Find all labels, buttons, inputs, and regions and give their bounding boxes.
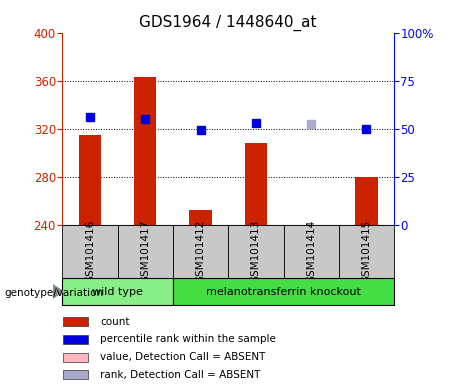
Bar [63,353,88,362]
Text: GSM101417: GSM101417 [140,220,150,283]
Text: melanotransferrin knockout: melanotransferrin knockout [206,287,361,297]
Bar [63,317,88,326]
Text: value, Detection Call = ABSENT: value, Detection Call = ABSENT [100,352,266,362]
Text: percentile rank within the sample: percentile rank within the sample [100,334,276,344]
Text: GSM101415: GSM101415 [361,220,372,283]
Text: count: count [100,317,130,327]
Bar [79,135,101,225]
FancyBboxPatch shape [284,225,339,278]
Text: GSM101414: GSM101414 [306,220,316,283]
Text: genotype/variation: genotype/variation [5,288,104,298]
FancyBboxPatch shape [339,225,394,278]
Bar [63,335,88,344]
FancyBboxPatch shape [173,225,228,278]
FancyBboxPatch shape [62,225,118,278]
Text: GSM101412: GSM101412 [195,220,206,283]
Text: rank, Detection Call = ABSENT: rank, Detection Call = ABSENT [100,370,260,380]
Polygon shape [53,285,63,298]
Title: GDS1964 / 1448640_at: GDS1964 / 1448640_at [139,15,317,31]
Bar [189,210,212,225]
FancyBboxPatch shape [173,278,394,305]
FancyBboxPatch shape [118,225,173,278]
Text: GSM101413: GSM101413 [251,220,261,283]
FancyBboxPatch shape [62,278,173,305]
Bar [355,177,378,225]
FancyBboxPatch shape [228,225,284,278]
Text: GSM101416: GSM101416 [85,220,95,283]
Bar [63,370,88,379]
Bar [245,143,267,225]
Text: wild type: wild type [92,287,143,297]
Bar [134,77,156,225]
